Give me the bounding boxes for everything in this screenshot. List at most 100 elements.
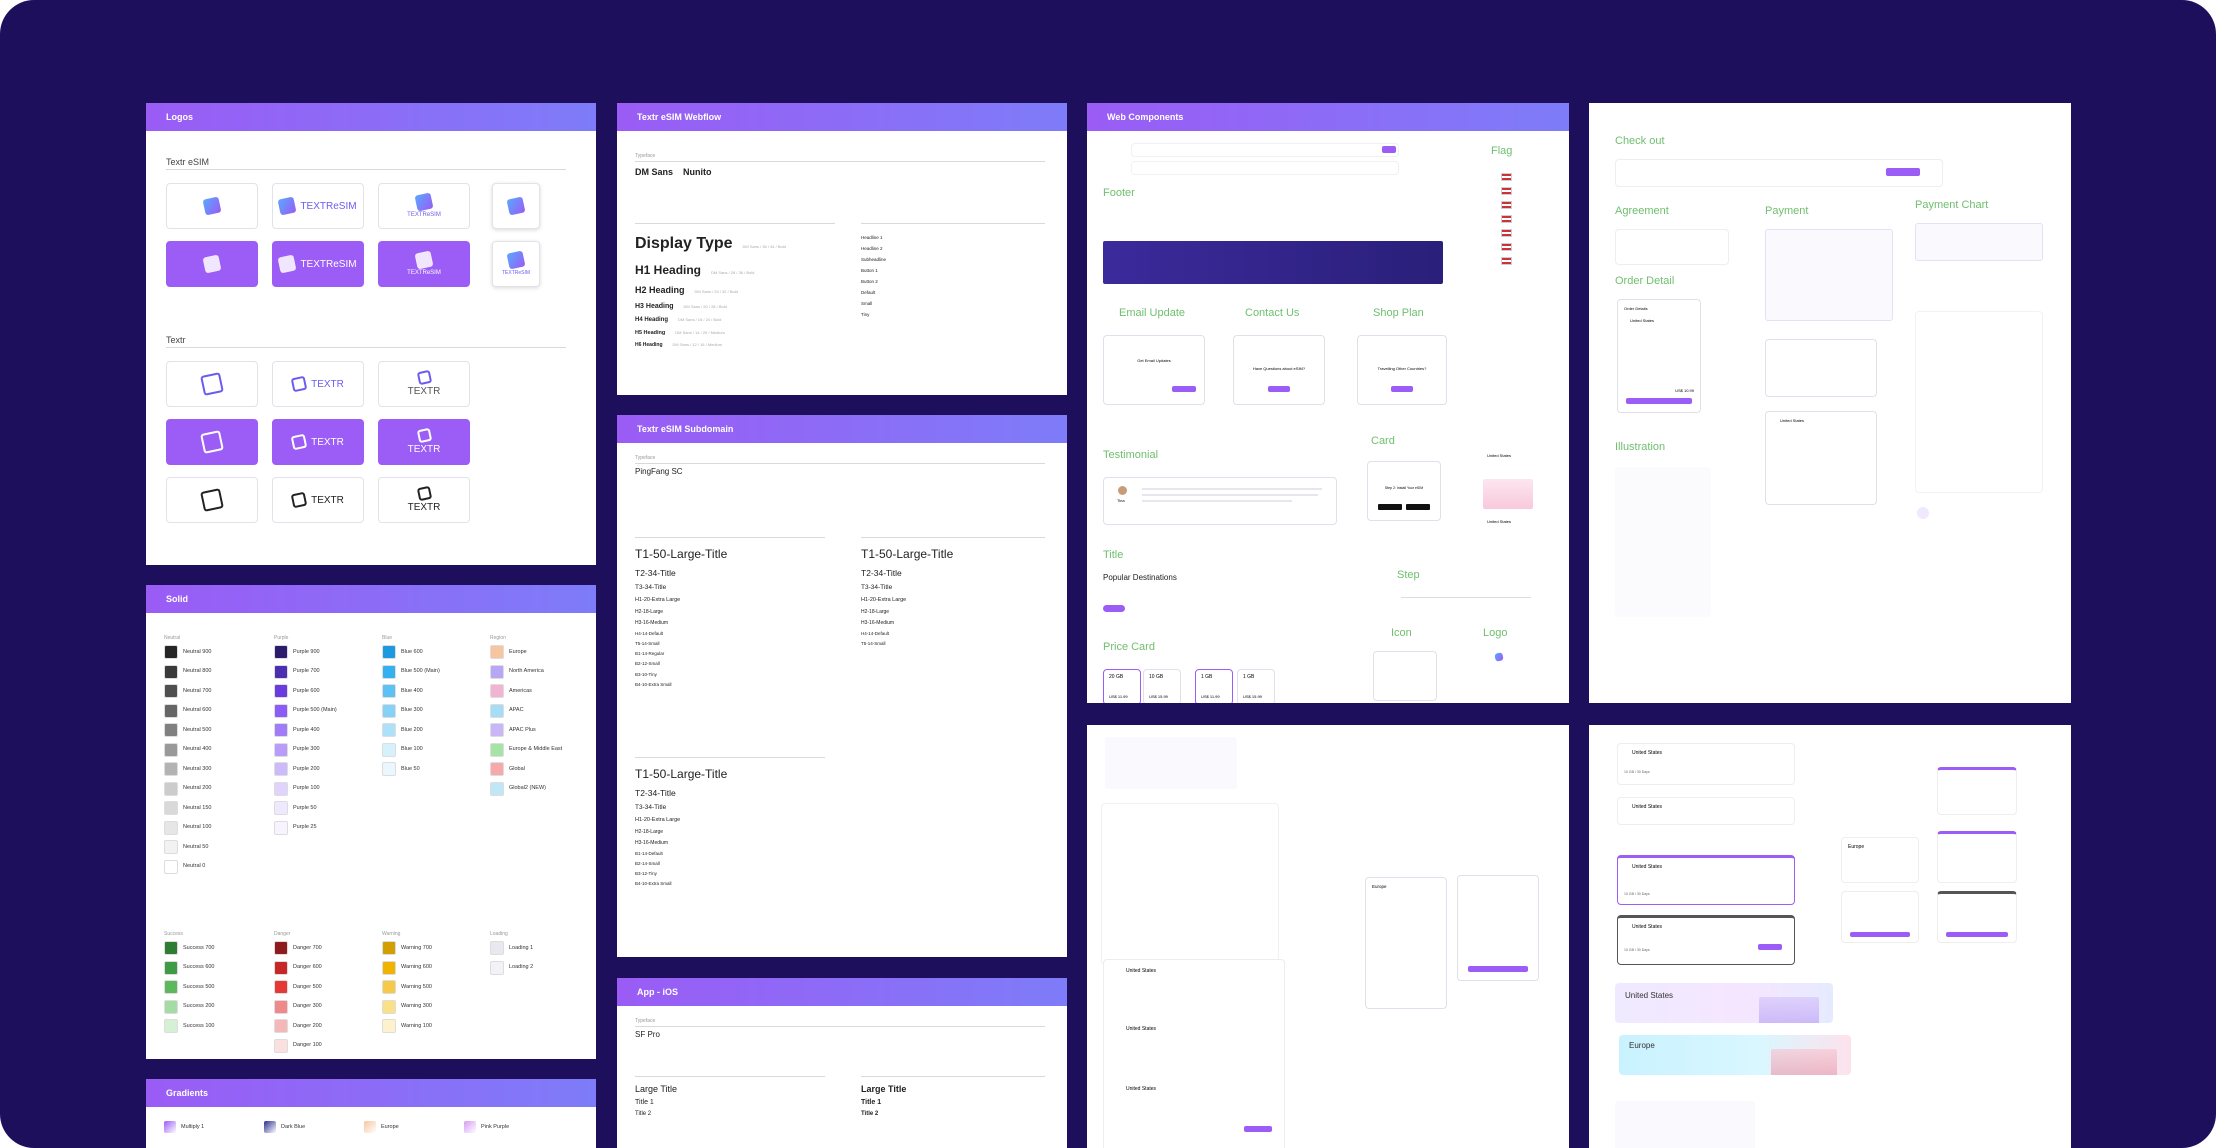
price-card[interactable]: 1 GB US$ 15.99 <box>1237 669 1275 703</box>
swatch-name: Purple 500 (Main) <box>293 707 337 713</box>
color-swatch: Warning 600 <box>382 960 432 975</box>
price-card-selected[interactable]: 1 GB US$ 11.99 <box>1195 669 1233 703</box>
shop-button[interactable] <box>1391 386 1413 392</box>
heading-text: Display Type <box>635 235 733 252</box>
icon-grid <box>1373 651 1437 701</box>
popular-destinations-title: Popular Destinations <box>1103 573 1177 582</box>
swatch-chip <box>274 723 288 737</box>
buy-again-button[interactable] <box>1244 1126 1272 1132</box>
price-value: US$ 11.99 <box>1201 694 1220 699</box>
swatch-chip <box>382 762 396 776</box>
price-card[interactable]: 10 GB US$ 15.99 <box>1143 669 1181 703</box>
buy-button[interactable] <box>1946 932 2008 937</box>
contact-button[interactable] <box>1268 386 1290 392</box>
swatch-name: Blue 400 <box>401 687 423 694</box>
checkout-button[interactable] <box>1886 168 1920 176</box>
swatch-group-label: Warning <box>382 931 401 937</box>
color-swatch: Purple 100 <box>274 781 320 796</box>
logo-wordmark: TEXTR <box>407 444 441 455</box>
plan-card <box>1937 891 2017 943</box>
esim-row[interactable]: United States 10 GB / 30 Days <box>1617 915 1795 965</box>
tab-bar <box>1103 605 1353 613</box>
swatch-name: Purple 100 <box>293 785 320 791</box>
order-total: US$ 10.99 <box>1675 388 1694 393</box>
shop-card: Travelling Other Countries? <box>1357 335 1447 405</box>
logo-wordmark: TEXTR <box>311 378 344 390</box>
swatch-group-label: Neutral <box>164 635 181 641</box>
nav-button[interactable] <box>1382 146 1396 153</box>
section-title-esim: Textr eSIM <box>166 157 210 167</box>
buy-button[interactable] <box>1850 932 1910 937</box>
checkout-button[interactable] <box>1626 398 1692 404</box>
color-swatch: Danger 200 <box>274 1019 322 1033</box>
swatch-chip <box>490 941 504 955</box>
buy-button[interactable] <box>1468 966 1528 972</box>
app-store-button[interactable] <box>1378 504 1402 510</box>
flag-icon <box>1501 257 1512 265</box>
country-banner: United States <box>1615 983 1833 1023</box>
swatch-chip <box>274 1038 288 1053</box>
flag-icon <box>1501 243 1512 251</box>
body-style-sample: Default <box>861 290 876 295</box>
swatch-chip <box>164 980 178 994</box>
price-card-selected[interactable]: 20 GB US$ 11.99 <box>1103 669 1141 703</box>
subscribe-button[interactable] <box>1172 386 1196 392</box>
heading-spec: DM Sans / 12 / 16 / Medium <box>672 342 723 348</box>
swatch-chip <box>274 664 288 679</box>
swatch-name: Blue 300 <box>401 707 423 713</box>
swatch-chip <box>274 762 288 776</box>
divider <box>635 161 1045 162</box>
color-swatch: Neutral 0 <box>164 859 206 874</box>
body-style-sample: Small <box>861 301 873 306</box>
esim-row[interactable]: United States <box>1617 797 1795 825</box>
buy-again-button[interactable] <box>1758 944 1782 950</box>
esim-country: United States <box>1126 1086 1157 1092</box>
swatch-chip <box>382 664 396 679</box>
heading-text: H4 Heading <box>635 317 669 323</box>
swatch-chip <box>164 762 178 776</box>
order-country: United States <box>1630 318 1655 323</box>
swatch-name: Warning 100 <box>401 1022 432 1029</box>
heading-spec: DM Sans / 28 / 36 / Bold <box>711 270 755 275</box>
swatch-name: Purple 25 <box>293 824 317 830</box>
tab-active[interactable] <box>1103 605 1125 612</box>
logo-tile <box>492 183 540 229</box>
color-swatch: Purple 500 (Main) <box>274 703 337 718</box>
swatch-chip <box>490 762 504 776</box>
esim-row[interactable]: United States 10 GB / 30 Days <box>1617 743 1795 785</box>
play-store-button[interactable] <box>1406 504 1430 510</box>
swatch-chip <box>274 801 288 815</box>
esim-row[interactable]: United States 10 GB / 30 Days <box>1617 855 1795 905</box>
banner-title: United States <box>1625 991 1674 1000</box>
plan-card <box>1937 767 2017 815</box>
swatch-name: Neutral 50 <box>183 843 209 850</box>
logo-wordmark: TEXTReSIM <box>407 212 441 218</box>
typeface-name: DM Sans <box>635 167 674 177</box>
section-label: Flag <box>1491 145 1513 157</box>
color-swatch: Warning 100 <box>382 1019 432 1033</box>
type-sample: H1-20-Extra Large <box>861 596 907 603</box>
color-swatch: Warning 300 <box>382 999 432 1014</box>
testimonial-text <box>1142 494 1318 496</box>
button-variants <box>1105 737 1237 789</box>
heading-spec: DM Sans / 24 / 32 / Bold <box>694 289 738 294</box>
region-name: Europe <box>1848 844 1865 850</box>
order-title: Order Details <box>1624 306 1648 311</box>
color-swatch: Neutral 50 <box>164 840 208 854</box>
color-swatch: Neutral 500 <box>164 723 211 737</box>
swatch-chip <box>164 742 178 757</box>
contact-card: Have Questions about eSIM? <box>1233 335 1325 405</box>
text-panel <box>1361 737 1531 887</box>
price-value: US$ 11.99 <box>1109 694 1128 699</box>
flag-icon <box>1501 215 1512 223</box>
swatch-name: Neutral 0 <box>183 863 206 869</box>
solid-colors-frame: Solid Neutral Neutral 900 Neutral 800 Neutr… <box>146 585 596 1059</box>
color-swatch: Global2 (NEW) <box>490 781 546 796</box>
divider <box>635 537 825 538</box>
heading-sample: Display Type DM Sans / 36 / 44 / Bold <box>635 235 786 253</box>
checkout-bar <box>1615 159 1943 187</box>
body-style-sample: Tiny <box>861 312 870 317</box>
price-data: 1 GB <box>1243 674 1255 680</box>
swatch-chip <box>164 684 178 698</box>
swatch-chip <box>274 684 288 698</box>
